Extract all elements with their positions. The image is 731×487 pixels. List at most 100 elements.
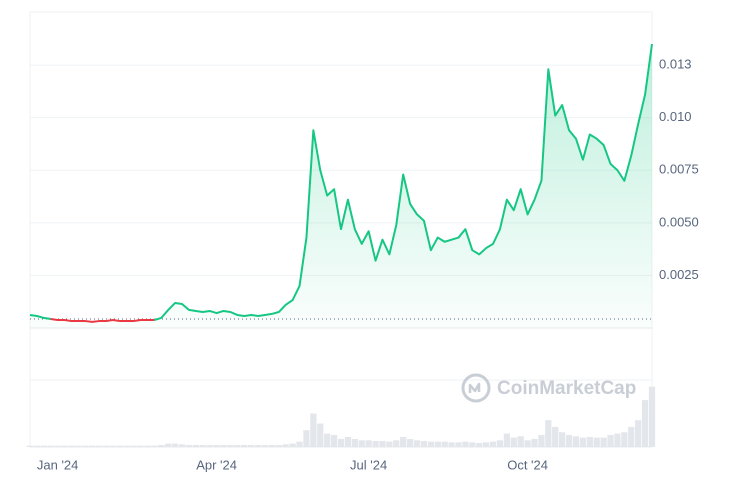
volume-bar xyxy=(462,441,469,447)
volume-bar xyxy=(400,436,407,447)
volume-bar xyxy=(151,445,158,447)
volume-bar xyxy=(607,434,614,447)
volume-bar xyxy=(75,445,82,447)
volume-bar xyxy=(344,436,352,447)
volume-bar xyxy=(234,444,241,447)
volume-bar xyxy=(593,437,600,447)
volume-bar xyxy=(621,432,628,447)
volume-bar xyxy=(579,437,586,447)
volume-bar xyxy=(282,444,289,447)
y-tick-label: 0.0025 xyxy=(659,267,699,282)
volume-bar xyxy=(559,432,566,447)
volume-bar xyxy=(503,433,510,447)
volume-bar xyxy=(206,444,213,447)
volume-bar xyxy=(241,444,248,447)
volume-bar xyxy=(213,444,220,447)
volume-bar xyxy=(116,445,123,447)
volume-bar xyxy=(275,444,282,447)
x-tick-label: Jul '24 xyxy=(350,457,387,472)
volume-bar xyxy=(54,445,61,447)
volume-bar xyxy=(586,436,593,447)
volume-bar xyxy=(137,445,144,447)
volume-bar xyxy=(372,440,379,447)
y-tick-label: 0.013 xyxy=(659,57,692,72)
x-tick-label: Jan '24 xyxy=(37,457,79,472)
volume-bar xyxy=(33,445,41,447)
volume-bar xyxy=(393,440,400,447)
volume-bar xyxy=(26,445,34,447)
volume-bar xyxy=(628,426,635,447)
volume-bar xyxy=(641,400,649,447)
volume-bar xyxy=(648,386,656,447)
volume-bar xyxy=(178,444,186,447)
volume-bar xyxy=(379,440,386,447)
volume-bar xyxy=(365,440,372,447)
volume-bar xyxy=(248,444,255,447)
volume-bar xyxy=(510,437,517,447)
volume-bar xyxy=(386,441,393,447)
volume-bar xyxy=(337,438,345,447)
volume-bar xyxy=(635,420,642,447)
volume-bar xyxy=(531,438,538,447)
volume-bar xyxy=(517,436,524,447)
volume-bar xyxy=(434,441,441,447)
volume-bar xyxy=(420,440,428,447)
volume-bar xyxy=(524,440,531,447)
volume-bar xyxy=(144,445,151,447)
volume-bar xyxy=(185,444,193,447)
volume-bar xyxy=(407,438,414,447)
volume-bar xyxy=(545,420,552,447)
price-line xyxy=(29,313,51,320)
volume-bar xyxy=(427,441,434,447)
volume-bar xyxy=(310,413,317,447)
volume-bar xyxy=(358,440,365,447)
volume-bar xyxy=(130,445,137,447)
volume-bar xyxy=(496,440,504,447)
volume-bar xyxy=(565,434,573,447)
volume-bar xyxy=(47,445,54,447)
volume-bar xyxy=(572,436,580,447)
volume-bar xyxy=(254,444,262,447)
volume-bar xyxy=(165,443,172,447)
volume-bar xyxy=(199,444,206,447)
y-tick-label: 0.010 xyxy=(659,109,692,124)
volume-bar xyxy=(600,437,607,447)
volume-bar xyxy=(296,441,303,447)
volume-bar xyxy=(68,445,75,447)
volume-bar xyxy=(441,441,448,447)
volume-bar xyxy=(89,445,96,447)
volume-bar xyxy=(351,438,358,447)
area xyxy=(30,44,652,329)
price-line xyxy=(50,317,155,323)
volume-bar xyxy=(96,445,103,447)
volume-bar xyxy=(158,444,165,447)
volume-bar xyxy=(82,445,89,447)
volume-bar xyxy=(614,433,621,447)
y-tick-label: 0.0075 xyxy=(659,162,699,177)
volume-bar xyxy=(455,442,462,447)
volume-bar xyxy=(483,442,490,447)
volume-bar xyxy=(261,444,269,447)
volume-bar xyxy=(123,445,130,447)
volume-bar xyxy=(40,445,47,447)
volume-bar xyxy=(552,426,559,447)
price-line xyxy=(154,43,653,321)
y-tick-label: 0.0050 xyxy=(659,214,699,229)
x-tick-label: Apr '24 xyxy=(196,457,237,472)
volume-bar xyxy=(192,444,199,447)
volume-bar xyxy=(220,444,227,447)
watermark-logo xyxy=(461,373,491,403)
volume-bar xyxy=(324,433,331,447)
volume-bar xyxy=(448,442,455,447)
volume-bar xyxy=(413,440,421,447)
volume-bar xyxy=(109,445,117,447)
volume-bar xyxy=(489,441,497,447)
volume-bar xyxy=(61,445,68,447)
volume-bar xyxy=(476,442,483,447)
volume-bar xyxy=(172,443,179,447)
volume-bar xyxy=(303,430,310,447)
volume-bar xyxy=(469,442,476,447)
volume-bar xyxy=(317,423,324,447)
volume-bar xyxy=(289,443,296,447)
